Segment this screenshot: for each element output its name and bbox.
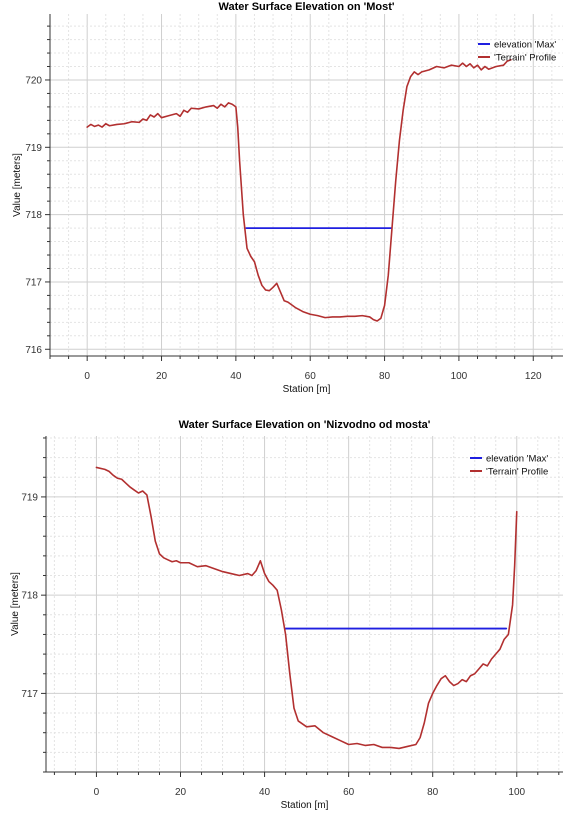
chart-panel-nizvodno: 0 20 40 60 80 100 717 718 719 Water Surface Eleva… [0,414,564,816]
y-axis-label: Value [meters] [12,153,23,217]
chart-nizvodno: 0 20 40 60 80 100 717 718 719 Water Surface Eleva… [10,419,563,811]
series-line-terrain-profile [86,58,512,322]
x-tick-label: 20 [156,371,168,382]
x-axis-label: Station [m] [281,800,329,811]
legend: elevation 'Max' 'Terrain' Profile [470,454,548,478]
y-tick-label: 717 [25,277,42,288]
series-line-terrain-profile [95,466,518,750]
y-tick-label: 719 [21,492,38,503]
x-tick-label: 100 [508,787,525,798]
x-tick-label: 60 [343,787,355,798]
grid [49,14,563,356]
y-tick-label: 716 [25,345,42,356]
legend-label: elevation 'Max' [486,454,548,465]
y-axis-label: Value [meters] [10,572,21,636]
grid [46,436,563,773]
x-tick-label: 40 [230,371,242,382]
x-axis-label: Station [m] [283,384,331,395]
legend-label: 'Terrain' Profile [494,53,556,64]
legend: elevation 'Max' 'Terrain' Profile [478,40,556,64]
y-tick-label: 720 [25,75,42,86]
chart-title: Water Surface Elevation on 'Most' [219,1,395,13]
legend-label: 'Terrain' Profile [486,467,548,478]
x-tick-label: 80 [427,787,439,798]
legend-label: elevation 'Max' [494,40,556,51]
plot-area [46,436,563,772]
x-tick-label: 60 [305,371,317,382]
x-tick-label: 0 [94,787,100,798]
chart-title: Water Surface Elevation on 'Nizvodno od … [179,419,431,431]
x-tick-label: 20 [175,787,187,798]
y-tick-label: 718 [25,210,42,221]
x-tick-label: 40 [259,787,271,798]
y-tick-label: 719 [25,143,42,154]
chart-most: 0 20 40 60 80 100 120 716 717 718 719 720 Water Surf… [12,1,563,395]
x-tick-label: 120 [525,371,542,382]
x-tick-label: 80 [379,371,391,382]
plot-area [50,14,563,356]
y-tick-label: 718 [21,591,38,602]
x-tick-label: 100 [451,371,468,382]
chart-panel-most: 0 20 40 60 80 100 120 716 717 718 719 720 Water Surf… [0,0,564,400]
x-tick-label: 0 [84,371,90,382]
y-tick-label: 717 [21,689,38,700]
